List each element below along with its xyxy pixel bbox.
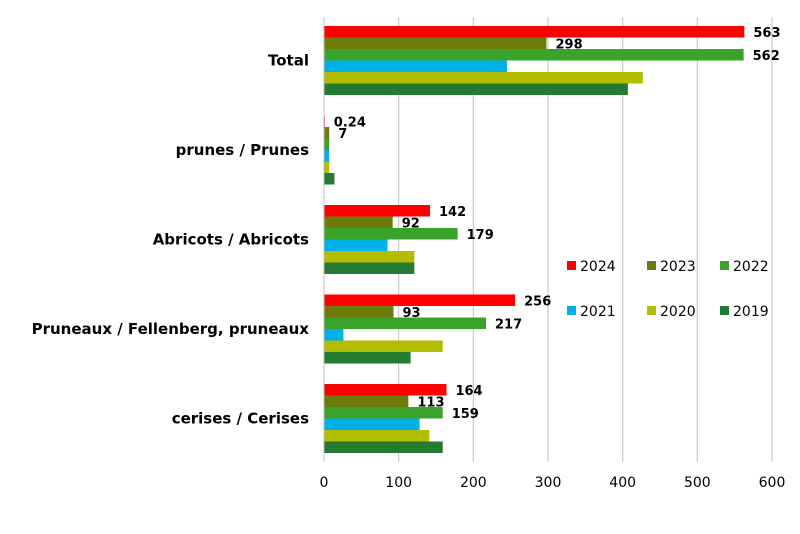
- bar-2021: [324, 418, 420, 430]
- legend-item-2019: 2019: [720, 304, 769, 320]
- data-label: 298: [556, 37, 583, 52]
- bar-2024: [324, 384, 447, 396]
- category-label: Total: [268, 52, 309, 70]
- x-tick-label: 200: [460, 475, 487, 491]
- legend: 2024 2023 2022 2021 2020 2019: [567, 259, 769, 320]
- bar-2020: [324, 251, 415, 263]
- x-tick-label: 400: [609, 475, 636, 491]
- bar-2021: [324, 60, 507, 72]
- bar-2024: [324, 205, 431, 217]
- legend-label: 2019: [733, 304, 769, 320]
- data-label: 142: [439, 205, 466, 220]
- data-label: 563: [753, 26, 780, 41]
- legend-swatch: [567, 306, 576, 315]
- legend-swatch: [567, 261, 576, 270]
- bar-2023: [324, 395, 409, 407]
- legend-label: 2023: [660, 259, 696, 275]
- bar-2021: [324, 239, 388, 251]
- legend-item-2022: 2022: [720, 259, 769, 275]
- data-label: 7: [338, 127, 347, 142]
- bar-2019: [324, 83, 628, 95]
- legend-swatch: [647, 261, 656, 270]
- data-label: 93: [402, 306, 420, 321]
- bar-2022: [324, 317, 487, 329]
- legend-label: 2021: [580, 304, 616, 320]
- data-label: 164: [455, 384, 482, 399]
- x-tick-label: 500: [684, 475, 711, 491]
- data-label: 0.24: [334, 115, 366, 130]
- category-label: cerises / Cerises: [172, 410, 309, 428]
- legend-label: 2020: [660, 304, 696, 320]
- x-tick-label: 600: [759, 475, 786, 491]
- legend-swatch: [720, 261, 729, 270]
- bar-2019: [324, 173, 335, 185]
- data-label: 92: [402, 216, 420, 231]
- bar-2024: [324, 294, 516, 306]
- legend-swatch: [647, 306, 656, 315]
- legend-item-2023: 2023: [647, 259, 696, 275]
- bar-2022: [324, 138, 330, 150]
- data-labels: 563 298 562 0.247 142 92 179 256 93 217 164 113 159: [334, 26, 781, 422]
- data-label: 179: [467, 228, 494, 243]
- bar-2023: [324, 37, 547, 49]
- bar-2020: [324, 72, 643, 84]
- bar-2020: [324, 340, 443, 352]
- bar-2020: [324, 430, 430, 442]
- bar-2023: [324, 306, 394, 318]
- bar-2019: [324, 441, 443, 453]
- bar-2021: [324, 329, 344, 341]
- legend-item-2020: 2020: [647, 304, 696, 320]
- bars: [324, 26, 745, 453]
- x-tick-label: 100: [385, 475, 412, 491]
- category-label: prunes / Prunes: [176, 141, 309, 159]
- data-label: 562: [753, 49, 780, 64]
- bar-2022: [324, 49, 744, 61]
- legend-label: 2022: [733, 259, 769, 275]
- category-label: Pruneaux / Fellenberg, pruneaux: [32, 320, 310, 338]
- data-label: 159: [452, 407, 479, 422]
- bar-2022: [324, 407, 443, 419]
- bar-2022: [324, 228, 458, 240]
- x-tick-label: 300: [535, 475, 562, 491]
- bar-2019: [324, 262, 415, 274]
- bar-2023: [324, 127, 330, 139]
- legend-swatch: [720, 306, 729, 315]
- x-tick-label: 0: [320, 475, 329, 491]
- bar-2023: [324, 216, 393, 228]
- legend-item-2021: 2021: [567, 304, 616, 320]
- bar-2020: [324, 161, 330, 173]
- x-tick-labels: 0 100 200 300 400 500 600: [320, 475, 786, 491]
- bar-2024: [324, 26, 745, 38]
- data-label: 256: [524, 294, 551, 309]
- category-label: Abricots / Abricots: [153, 231, 309, 249]
- data-label: 217: [495, 317, 522, 332]
- data-label: 113: [417, 395, 444, 410]
- bar-2019: [324, 352, 411, 364]
- legend-item-2024: 2024: [567, 259, 616, 275]
- legend-label: 2024: [580, 259, 616, 275]
- bar-2021: [324, 150, 330, 162]
- category-labels: Total prunes / Prunes Abricots / Abricots P…: [32, 52, 310, 428]
